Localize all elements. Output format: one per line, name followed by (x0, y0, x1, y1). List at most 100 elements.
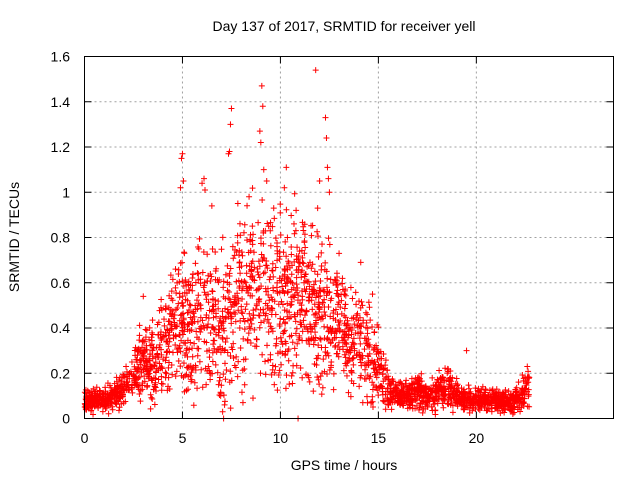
data-point (246, 310, 253, 317)
data-point (385, 373, 392, 380)
data-point (392, 392, 399, 399)
data-point (277, 334, 284, 341)
data-point (406, 404, 413, 411)
data-point (171, 312, 178, 319)
data-point (352, 330, 359, 337)
data-point (155, 319, 162, 326)
data-point (295, 336, 302, 343)
data-point-peak (180, 177, 187, 184)
data-point (236, 284, 243, 291)
data-point (460, 405, 467, 412)
data-point (256, 324, 263, 331)
data-point (410, 380, 417, 387)
data-point (246, 323, 253, 330)
data-point (224, 287, 231, 294)
data-point (161, 316, 168, 323)
data-point (333, 281, 340, 288)
data-point (367, 317, 374, 324)
data-point (347, 284, 354, 291)
data-point (224, 349, 231, 356)
data-point-peak (281, 184, 288, 191)
data-point (271, 298, 278, 305)
data-point (309, 261, 316, 268)
y-tick-label: 1.4 (51, 94, 71, 110)
data-point (289, 380, 296, 387)
data-point (151, 401, 158, 408)
data-point (92, 388, 99, 395)
data-point (120, 381, 127, 388)
data-point (156, 341, 163, 348)
data-point (326, 367, 333, 374)
data-point (506, 394, 513, 401)
data-point (169, 297, 176, 304)
data-point (447, 385, 454, 392)
data-point (315, 253, 322, 260)
data-point (268, 371, 275, 378)
data-point (181, 250, 188, 257)
x-tick-label: 10 (273, 430, 289, 446)
data-point (179, 320, 186, 327)
data-point (299, 219, 306, 226)
tick-labels: 0 0.2 0.4 0.6 0.8 1 1.2 1.4 1.6 0 5 10 15 20 (51, 49, 485, 447)
data-point (507, 407, 514, 414)
data-point (215, 322, 222, 329)
data-point (283, 372, 290, 379)
data-point (308, 297, 315, 304)
data-point (132, 373, 139, 380)
data-point (177, 312, 184, 319)
data-point (181, 352, 188, 359)
data-point (310, 281, 317, 288)
data-point (309, 222, 316, 229)
data-point (277, 315, 284, 322)
data-point (220, 325, 227, 332)
data-point (157, 304, 164, 311)
data-point (209, 288, 216, 295)
data-point (144, 371, 151, 378)
data-point (243, 262, 250, 269)
data-point (109, 403, 116, 410)
data-point (423, 390, 430, 397)
data-point (176, 342, 183, 349)
data-point (154, 350, 161, 357)
data-point (269, 366, 276, 373)
data-point-peak (369, 291, 376, 298)
data-point (240, 229, 247, 236)
data-point (370, 346, 377, 353)
data-point (371, 369, 378, 376)
data-point (253, 302, 260, 309)
data-point (398, 394, 405, 401)
data-point (342, 360, 349, 367)
data-point (226, 272, 233, 279)
data-point (422, 386, 429, 393)
data-point (301, 231, 308, 238)
data-point (82, 406, 89, 413)
data-point (148, 394, 155, 401)
data-point (374, 356, 381, 363)
data-point (284, 313, 291, 320)
data-point (276, 322, 283, 329)
data-point (351, 321, 358, 328)
data-point (229, 329, 236, 336)
data-point (167, 272, 174, 279)
data-point (175, 300, 182, 307)
y-tick-label: 1 (62, 184, 70, 200)
data-point-peak (208, 202, 215, 209)
data-point (330, 315, 337, 322)
data-point (477, 402, 484, 409)
data-point (374, 321, 381, 328)
data-point (338, 334, 345, 341)
data-point (324, 275, 331, 282)
data-point (159, 365, 166, 372)
data-point (297, 311, 304, 318)
data-point (165, 332, 172, 339)
data-point (133, 382, 140, 389)
data-point (213, 331, 220, 338)
data-point-peak (256, 128, 263, 135)
data-point (190, 402, 197, 409)
data-point (263, 310, 270, 317)
data-point (159, 381, 166, 388)
data-point (260, 270, 267, 277)
data-point (330, 370, 337, 377)
data-point (242, 306, 249, 313)
data-point (136, 391, 143, 398)
